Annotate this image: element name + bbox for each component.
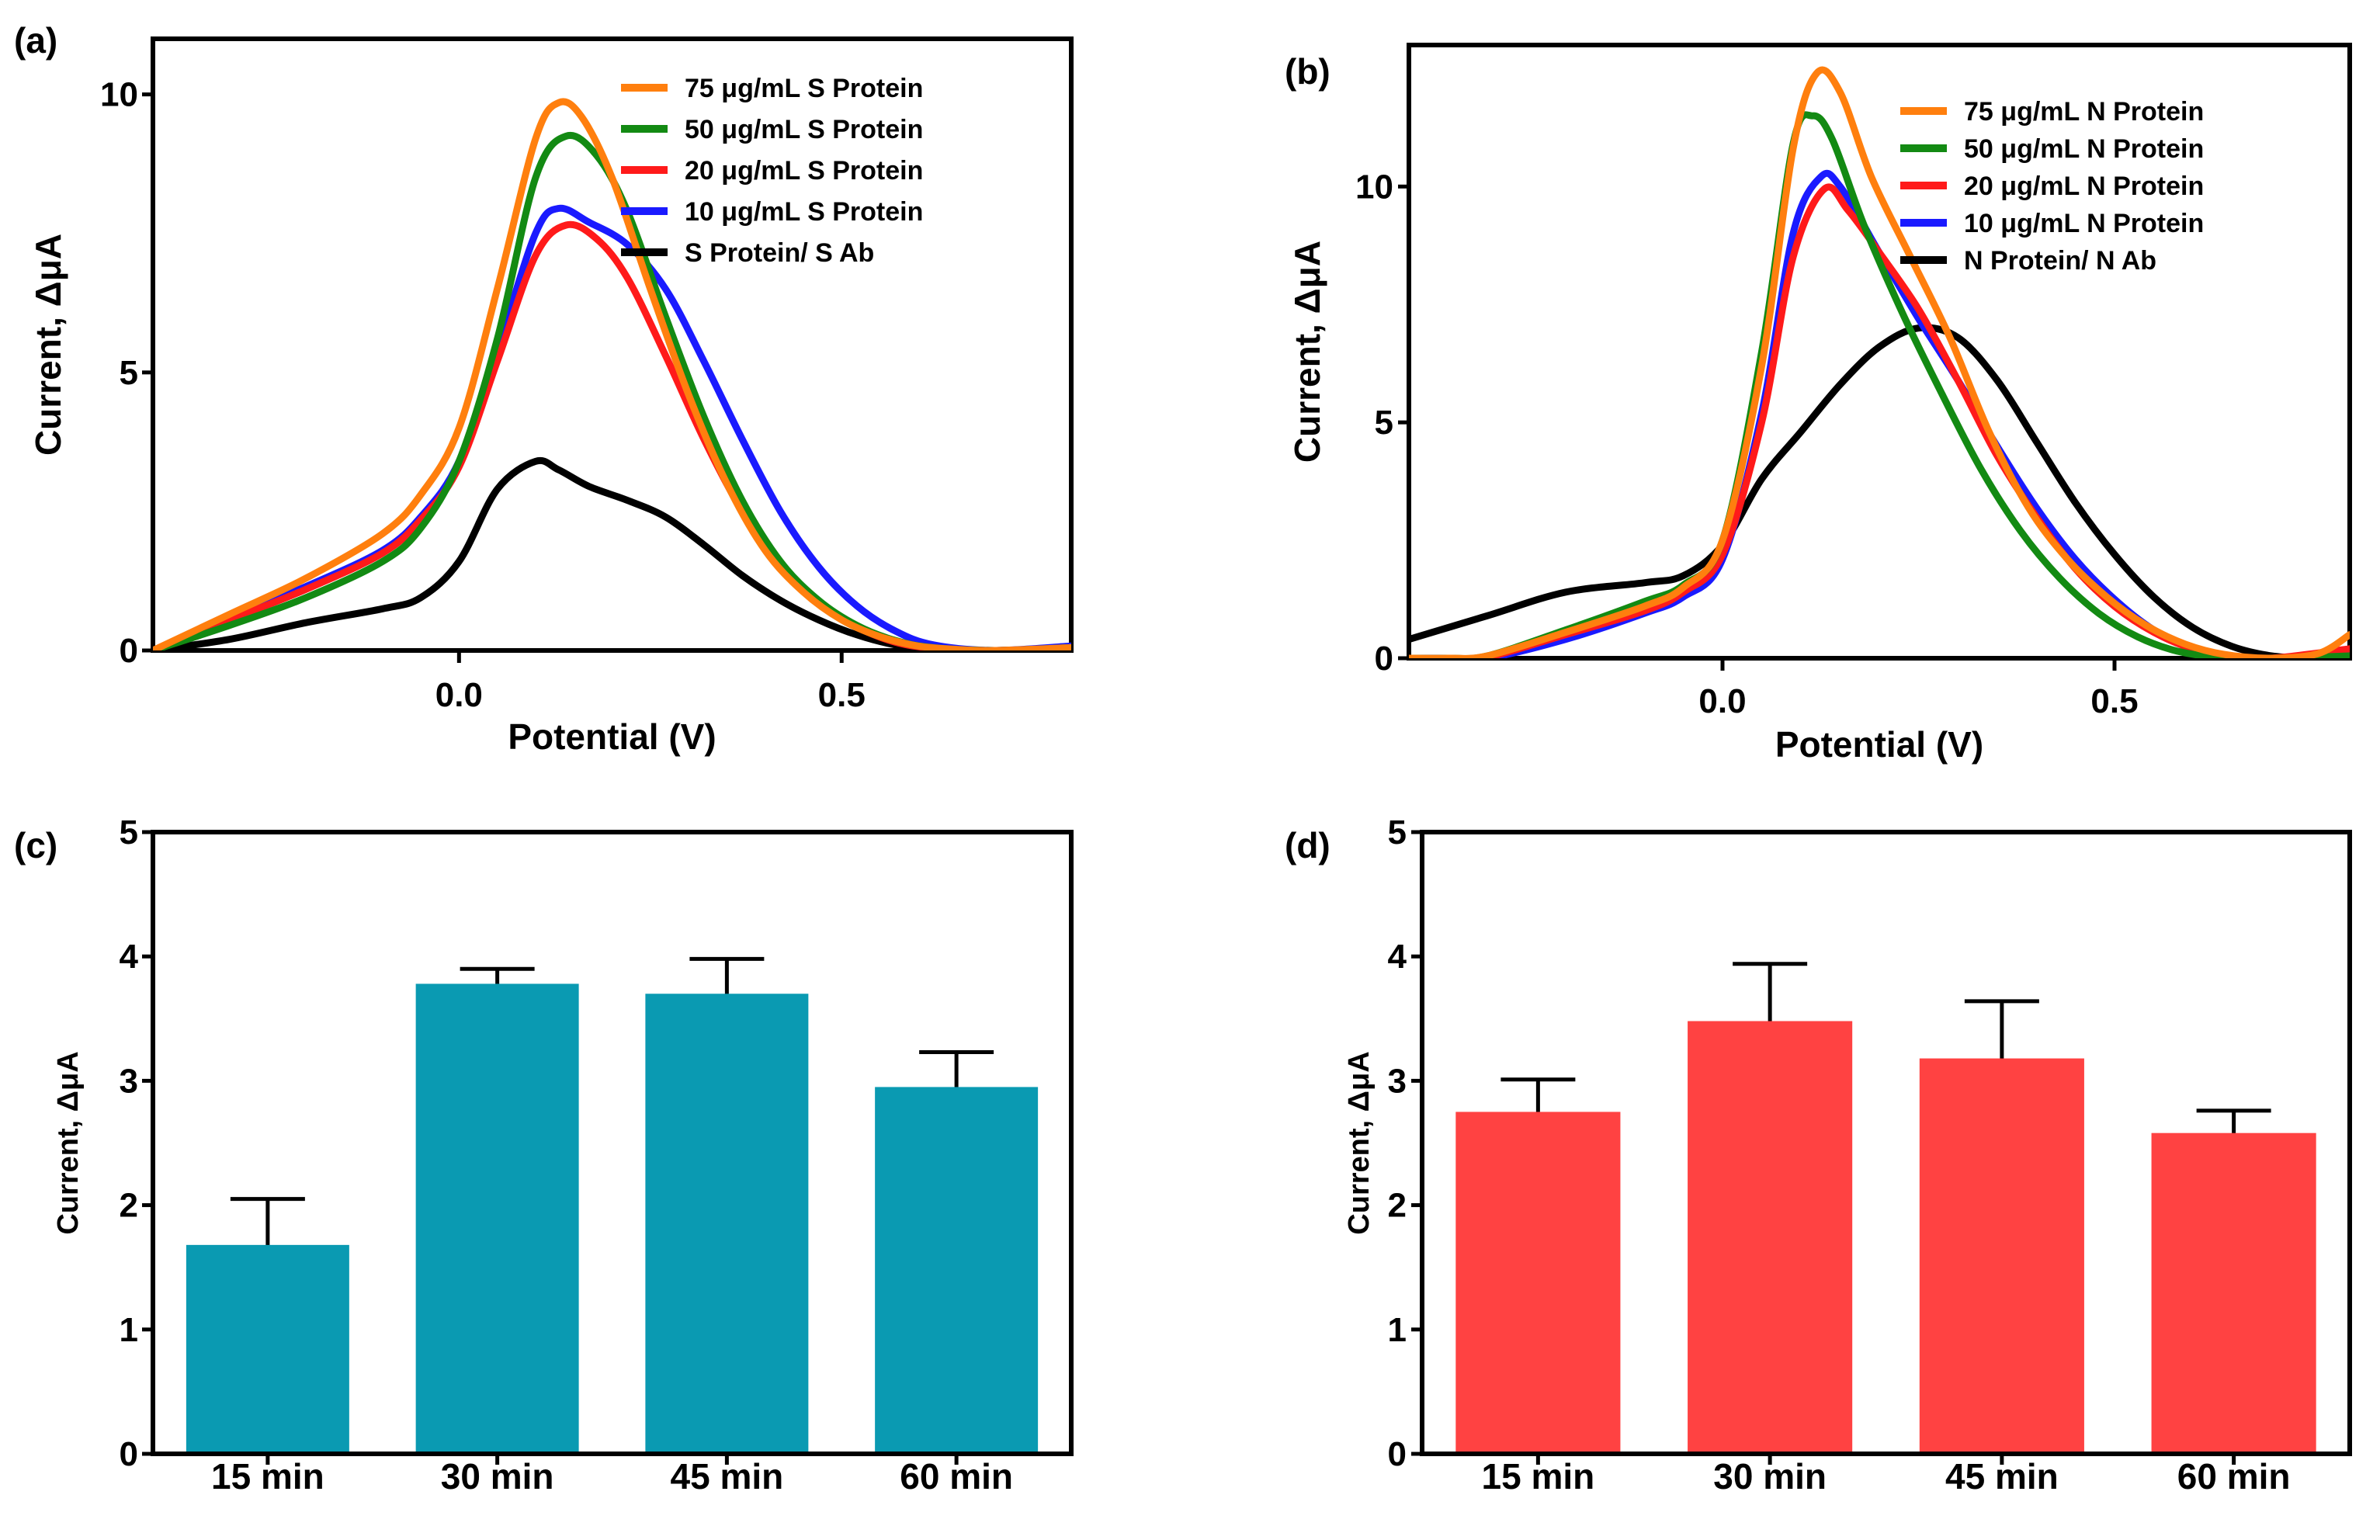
legend-label: 75 μg/mL S Protein <box>685 74 923 103</box>
series-line <box>1409 66 2350 658</box>
bar <box>875 1087 1039 1454</box>
bar <box>2151 1132 2316 1454</box>
x-tick-label: 0.5 <box>2090 682 2138 720</box>
bar <box>415 983 579 1454</box>
y-tick-label: 5 <box>120 354 138 392</box>
x-tick-label: 0.5 <box>818 676 866 714</box>
category-label: 30 min <box>441 1456 554 1497</box>
category-label: 15 min <box>211 1456 324 1497</box>
legend-label: 10 μg/mL S Protein <box>685 197 923 227</box>
y-tick-label: 5 <box>1375 404 1393 442</box>
legend-label: S Protein/ S Ab <box>685 238 874 268</box>
legend-label: 75 μg/mL N Protein <box>1964 97 2204 127</box>
bar <box>645 994 809 1454</box>
category-label: 45 min <box>1945 1456 2059 1497</box>
y-tick-label: 5 <box>1388 813 1407 852</box>
legend-label: 10 μg/mL N Protein <box>1964 209 2204 238</box>
legend-label: 20 μg/mL N Protein <box>1964 172 2204 201</box>
y-axis-label: Current, ΔμA <box>28 234 68 456</box>
x-axis-label: Potential (V) <box>508 716 716 757</box>
plot-frame <box>151 830 1074 1456</box>
y-tick-label: 0 <box>1375 640 1393 678</box>
panel-label-d: (d) <box>1285 825 1331 865</box>
y-tick-label: 0 <box>1388 1435 1407 1473</box>
y-tick-label: 3 <box>120 1062 138 1100</box>
bar <box>1688 1021 1853 1454</box>
panel-label-a: (a) <box>14 20 57 61</box>
panel-label-c: (c) <box>14 825 57 865</box>
panel-d: (d) 0 1 2 3 4 5 Current, ΔμA 15 min 30 min 45 min… <box>1285 813 2352 1497</box>
plot-frame <box>1420 830 2352 1456</box>
bar <box>1919 1058 2084 1454</box>
category-label: 60 min <box>900 1456 1013 1497</box>
y-axis-label: Current, ΔμA <box>1287 241 1327 463</box>
y-tick-label: 2 <box>1388 1187 1407 1225</box>
legend-label: N Protein/ N Ab <box>1964 246 2156 276</box>
y-tick-label: 4 <box>1388 938 1407 976</box>
category-label: 15 min <box>1482 1456 1595 1497</box>
x-tick-label: 0.0 <box>1698 682 1746 720</box>
y-axis-label: Current, ΔμA <box>1343 1051 1376 1234</box>
panel-b: (b) 0 5 10 Current, ΔμA 0.0 0.5 Potential (V) 7… <box>1285 43 2352 765</box>
series-line <box>1409 111 2350 658</box>
panel-a: (a) 0 5 10 Current, ΔμA 0.0 0.5 Potential (V) 7… <box>14 20 1074 757</box>
series-line <box>153 456 1071 650</box>
panel-c: (c) 0 1 2 3 4 5 Current, ΔμA 15 min 30 min 45 min… <box>14 813 1074 1497</box>
series-line <box>153 131 1071 650</box>
category-label: 30 min <box>1713 1456 1827 1497</box>
series-line <box>153 98 1071 650</box>
legend-label: 50 μg/mL N Protein <box>1964 134 2204 164</box>
category-label: 60 min <box>2177 1456 2291 1497</box>
panel-label-b: (b) <box>1285 51 1331 92</box>
y-tick-label: 4 <box>120 938 139 976</box>
series-line <box>1409 324 2350 658</box>
series-line <box>1409 169 2350 658</box>
y-tick-label: 3 <box>1388 1062 1407 1100</box>
y-tick-label: 10 <box>1355 168 1393 206</box>
y-tick-label: 5 <box>120 813 138 852</box>
plot-frame <box>151 36 1074 653</box>
y-tick-label: 1 <box>120 1311 138 1349</box>
plot-frame <box>1407 43 2352 661</box>
y-tick-label: 10 <box>100 76 138 114</box>
bar <box>1455 1112 1621 1454</box>
y-tick-label: 0 <box>120 632 138 670</box>
y-tick-label: 1 <box>1388 1311 1407 1349</box>
bar <box>186 1244 349 1454</box>
y-axis-label: Current, ΔμA <box>52 1051 85 1234</box>
x-tick-label: 0.0 <box>435 676 483 714</box>
legend-label: 20 μg/mL S Protein <box>685 156 923 186</box>
x-axis-label: Potential (V) <box>1775 724 1983 765</box>
category-label: 45 min <box>671 1456 784 1497</box>
y-tick-label: 2 <box>120 1187 138 1225</box>
legend-label: 50 μg/mL S Protein <box>685 115 923 144</box>
y-tick-label: 0 <box>120 1435 138 1473</box>
